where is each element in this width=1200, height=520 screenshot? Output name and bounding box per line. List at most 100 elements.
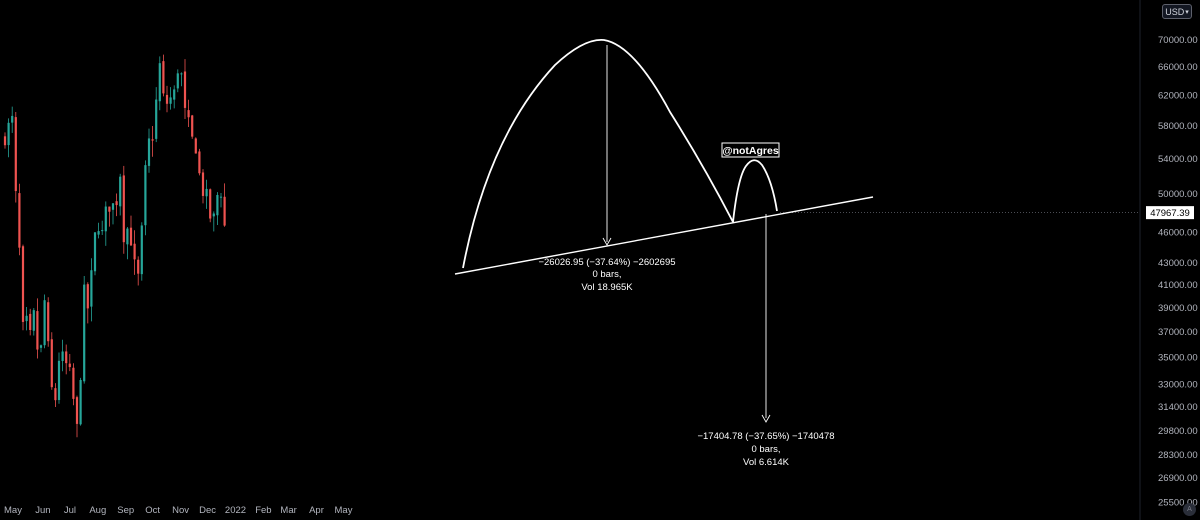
- candle-body: [144, 165, 147, 226]
- arrow-down-icon: [602, 237, 612, 246]
- candle-body: [212, 213, 215, 217]
- candle-body: [151, 139, 154, 141]
- price-tick-label: 62000.00: [1158, 91, 1198, 102]
- cup-arc-drawing[interactable]: [462, 39, 734, 269]
- candle-body: [54, 388, 57, 401]
- candle-body: [223, 196, 226, 226]
- candle-body: [194, 138, 197, 154]
- price-tick-label: 37000.00: [1158, 327, 1198, 338]
- watermark-text: @notAgres: [722, 145, 778, 157]
- candle-body: [25, 315, 28, 322]
- time-tick-label: Jun: [35, 505, 50, 516]
- measure-1-text: −26026.95 (−37.64%) −2602695: [538, 257, 675, 268]
- candle-body: [29, 313, 32, 330]
- time-tick-label: Feb: [255, 505, 271, 516]
- candle-body: [187, 110, 190, 118]
- price-tick-label: 26900.00: [1158, 473, 1198, 484]
- time-tick-label: Nov: [172, 505, 189, 516]
- candle-body: [133, 243, 136, 260]
- candle-body: [198, 151, 201, 174]
- candle-body: [126, 228, 129, 245]
- candle-body: [216, 194, 219, 216]
- price-tick-label: 35000.00: [1158, 352, 1198, 363]
- watermark-box: [721, 142, 780, 158]
- time-tick-label: Aug: [89, 505, 106, 516]
- time-tick-label: Apr: [309, 505, 324, 516]
- candle-body: [39, 345, 43, 348]
- candle-body: [205, 188, 208, 197]
- candle-body: [176, 73, 179, 89]
- last-price-label: 47967.39: [1146, 206, 1194, 220]
- price-tick-label: 31400.00: [1158, 402, 1198, 413]
- candle-body: [140, 225, 143, 275]
- candle-body: [65, 351, 68, 364]
- candle-body: [169, 97, 172, 104]
- price-tick-label: 54000.00: [1158, 154, 1198, 165]
- candle-body: [72, 367, 75, 399]
- candle-body: [90, 270, 93, 307]
- candle-body: [97, 231, 100, 235]
- candle-body: [83, 284, 86, 382]
- candle-body: [7, 122, 10, 146]
- candle-body: [32, 310, 35, 331]
- price-tick-label: 33000.00: [1158, 379, 1198, 390]
- price-axis[interactable]: 70000.00 66000.00 62000.00 58000.00 54000.00…: [1158, 35, 1198, 520]
- candle-body: [147, 138, 151, 166]
- price-tick-label: 66000.00: [1158, 62, 1198, 73]
- candle-body: [122, 175, 125, 243]
- candle-body: [115, 201, 118, 206]
- candle-body: [119, 176, 122, 207]
- time-tick-label: May: [335, 505, 353, 516]
- price-tick-label: 25500.00: [1158, 497, 1198, 508]
- price-tick-label: 58000.00: [1158, 121, 1198, 132]
- candle-body: [50, 339, 53, 388]
- candle-body: [129, 227, 133, 246]
- time-tick-label: May: [4, 505, 22, 516]
- time-tick-label: Dec: [199, 505, 216, 516]
- candle-body: [61, 351, 64, 362]
- measure-2-text: Vol 6.614K: [743, 457, 790, 468]
- currency-selector[interactable]: USD ▾: [1162, 4, 1192, 19]
- time-tick-label: Jul: [64, 505, 76, 516]
- candles: [3, 54, 1140, 438]
- candle-body: [36, 311, 39, 350]
- arrow-down-icon: [761, 414, 771, 423]
- candle-body: [104, 206, 107, 232]
- candle-body: [209, 189, 212, 219]
- candle-body: [191, 115, 194, 137]
- candle-body: [75, 397, 79, 424]
- price-tick-label: 50000.00: [1158, 189, 1198, 200]
- candle-body: [108, 206, 111, 212]
- price-tick-label: 28300.00: [1158, 450, 1198, 461]
- candle-body: [162, 61, 165, 94]
- price-tick-label: 43000.00: [1158, 258, 1198, 269]
- candle-body: [183, 71, 187, 108]
- svg-text:47967.39: 47967.39: [1150, 208, 1190, 219]
- handle-arc-drawing[interactable]: [732, 159, 778, 223]
- candle-body: [79, 380, 82, 425]
- time-tick-label: Sep: [117, 505, 134, 516]
- candle-body: [219, 196, 223, 198]
- time-tick-label: Oct: [145, 505, 160, 516]
- candle-body: [158, 63, 161, 102]
- price-tick-label: 46000.00: [1158, 227, 1198, 238]
- candle-body: [47, 302, 50, 342]
- measure-2-text: 0 bars,: [751, 444, 780, 455]
- price-tick-label: 29800.00: [1158, 426, 1198, 437]
- candle-body: [111, 203, 115, 210]
- price-tick-label: 39000.00: [1158, 303, 1198, 314]
- neckline-trendline[interactable]: [454, 196, 874, 275]
- candle-body: [43, 300, 46, 346]
- time-tick-label: Mar: [280, 505, 296, 516]
- time-axis[interactable]: May Jun Jul Aug Sep Oct Nov Dec 2022 Feb Mar Apr May: [4, 505, 353, 516]
- candle-body: [137, 259, 140, 274]
- chevron-down-icon: ▾: [1185, 8, 1189, 16]
- candle-body: [155, 99, 158, 139]
- auto-scale-icon[interactable]: A: [1183, 503, 1196, 516]
- currency-label: USD: [1165, 6, 1185, 17]
- measure-1-text: 0 bars,: [592, 269, 621, 280]
- candle-body: [14, 117, 17, 192]
